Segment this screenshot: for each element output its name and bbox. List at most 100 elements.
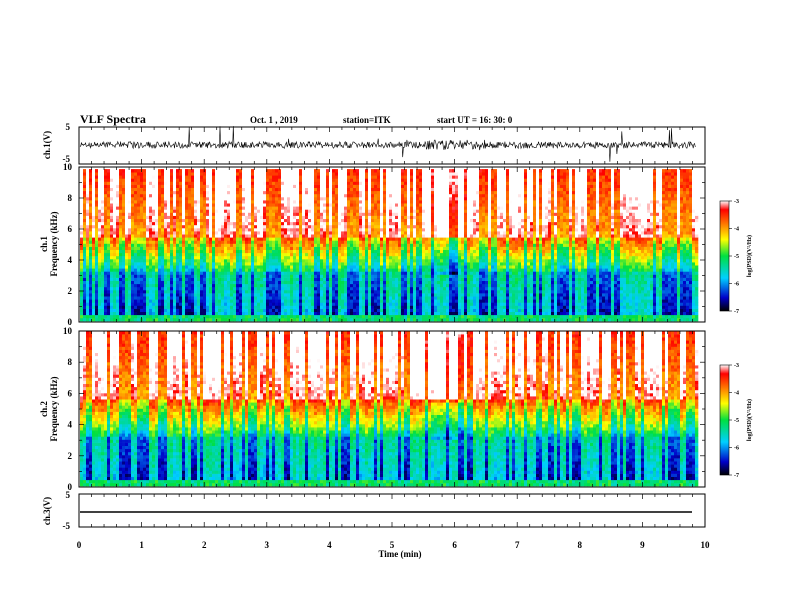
psd-cell [281, 178, 285, 182]
psd-cell [341, 237, 345, 241]
psd-cell [134, 314, 138, 319]
psd-cell [332, 290, 336, 294]
psd-cell [200, 290, 204, 294]
psd-cell [356, 268, 360, 272]
psd-cell [233, 277, 237, 281]
psd-cell [359, 277, 363, 281]
psd-cell [305, 190, 309, 195]
psd-cell [92, 187, 96, 192]
psd-cell [95, 234, 99, 238]
psd-cell [215, 209, 219, 213]
psd-cell [227, 317, 231, 322]
psd-cell [230, 274, 234, 278]
psd-cell [347, 302, 351, 306]
psd-cell [329, 246, 333, 250]
psd-cell [248, 228, 252, 232]
psd-cell [176, 274, 180, 278]
psd-cell [314, 231, 318, 235]
psd-cell [158, 302, 162, 306]
psd-cell [188, 262, 192, 266]
psd-cell [128, 271, 132, 275]
psd-cell [329, 268, 333, 272]
psd-cell [257, 268, 261, 272]
psd-cell [257, 234, 261, 238]
psd-cell [116, 274, 120, 278]
psd-cell [266, 314, 270, 319]
psd-cell [320, 308, 324, 312]
psd-cell [374, 314, 378, 319]
psd-cell [113, 175, 117, 179]
psd-cell [377, 259, 381, 263]
psd-cell [266, 311, 270, 316]
psd-cell [302, 259, 306, 263]
psd-cell [95, 249, 99, 254]
psd-cell [257, 203, 261, 207]
psd-cell [347, 197, 351, 201]
psd-cell [317, 296, 321, 300]
psd-cell [296, 228, 300, 232]
psd-cell [137, 218, 141, 223]
psd-cell [317, 255, 321, 260]
psd-cell [206, 286, 210, 291]
psd-cell [134, 212, 138, 216]
psd-cell [239, 259, 243, 263]
psd-cell [107, 231, 111, 235]
psd-cell [206, 317, 210, 322]
psd-cell [215, 228, 219, 232]
psd-cell [161, 175, 165, 179]
psd-cell [281, 252, 285, 257]
psd-cell [125, 240, 129, 244]
psd-cell [329, 249, 333, 254]
psd-cell [122, 181, 126, 185]
psd-cell [101, 268, 105, 272]
psd-cell [278, 308, 282, 312]
psd-cell [122, 197, 126, 201]
psd-cell [305, 302, 309, 306]
psd-cell [80, 190, 84, 195]
psd-cell [284, 237, 288, 241]
psd-cell [314, 286, 318, 291]
psd-cell [179, 190, 183, 195]
psd-cell [137, 224, 141, 229]
psd-cell [281, 249, 285, 254]
psd-cell [371, 172, 375, 176]
psd-cell [146, 218, 150, 223]
psd-cell [167, 296, 171, 300]
psd-cell [284, 274, 288, 278]
psd-cell [167, 274, 171, 278]
psd-cell [83, 175, 87, 179]
psd-cell [275, 224, 279, 229]
psd-cell [314, 169, 318, 173]
psd-cell [278, 259, 282, 263]
psd-cell [224, 262, 228, 266]
psd-cell [257, 240, 261, 244]
psd-cell [80, 274, 84, 278]
psd-cell [335, 206, 339, 210]
psd-cell [305, 290, 309, 294]
psd-cell [86, 231, 90, 235]
psd-cell [365, 172, 369, 176]
psd-cell [107, 286, 111, 291]
psd-cell [227, 262, 231, 266]
psd-cell [107, 200, 111, 204]
psd-cell [305, 255, 309, 260]
psd-cell [338, 277, 342, 281]
psd-cell [344, 283, 348, 288]
psd-cell [152, 317, 156, 322]
psd-cell [227, 215, 231, 219]
psd-cell [269, 280, 273, 285]
psd-cell [344, 234, 348, 238]
psd-cell [290, 311, 294, 316]
psd-cell [185, 277, 189, 281]
psd-cell [326, 252, 330, 257]
psd-cell [152, 190, 156, 195]
psd-cell [302, 200, 306, 204]
psd-cell [206, 200, 210, 204]
psd-cell [281, 215, 285, 219]
date-label: Oct. 1 , 2019 [250, 115, 298, 125]
psd-cell [305, 277, 309, 281]
psd-cell [287, 293, 291, 297]
psd-cell [230, 246, 234, 250]
psd-cell [317, 311, 321, 316]
psd-cell [254, 215, 258, 219]
